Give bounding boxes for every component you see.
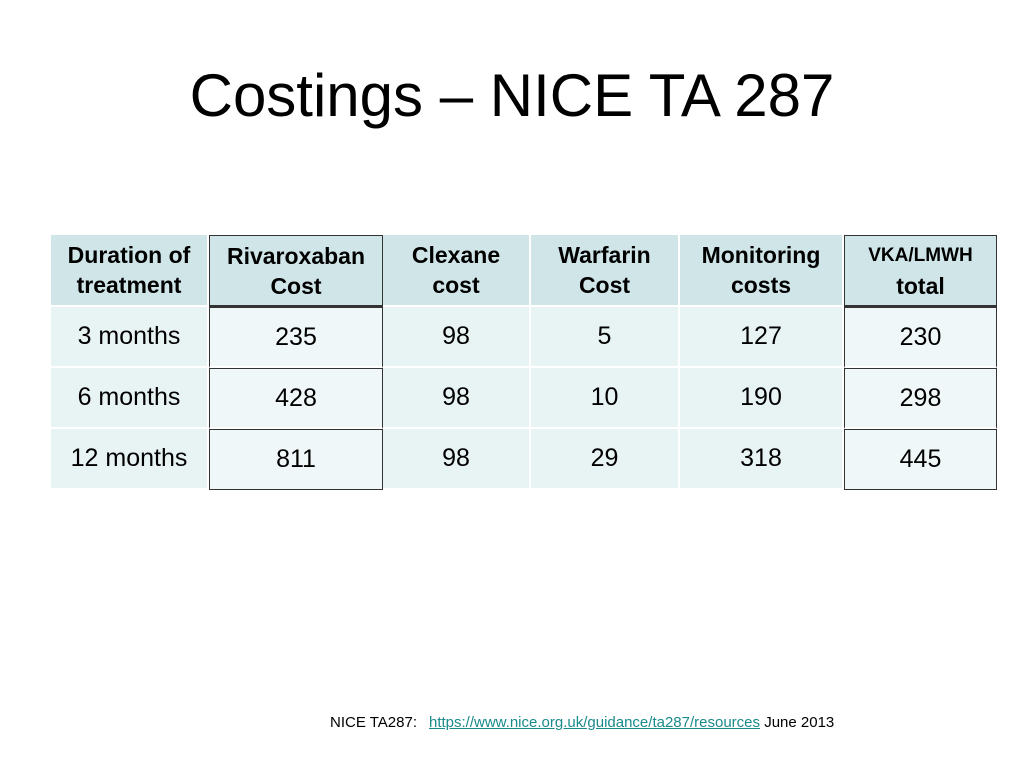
table-row: 12 months 811 98 29 318 445 [51, 429, 997, 490]
cell-monitoring-costs: 127 [680, 307, 844, 368]
header-rivaroxaban-cost: Rivaroxaban Cost [209, 235, 383, 307]
header-vka-lmwh-total: VKA/LMWH total [844, 235, 997, 307]
source-date: June 2013 [764, 714, 835, 731]
header-clexane-line1: Clexane [411, 242, 501, 268]
cell-vka-lmwh-total: 445 [844, 429, 997, 490]
header-warfarin-cost: Warfarin Cost [531, 235, 680, 307]
header-vka-lmwh-line1: VKA/LMWH [868, 244, 973, 266]
header-rivaroxaban-line2: Cost [270, 272, 322, 299]
header-monitoring-costs: Monitoring costs [680, 235, 844, 307]
slide-title: Costings – NICE TA 287 [189, 62, 835, 129]
cell-rivaroxaban-cost: 235 [209, 307, 383, 368]
cell-clexane-cost: 98 [383, 429, 531, 490]
cell-monitoring-costs: 190 [680, 368, 844, 429]
cell-duration: 12 months [51, 429, 209, 490]
header-rivaroxaban-line1: Rivaroxaban [226, 242, 366, 269]
cell-monitoring-costs: 318 [680, 429, 844, 490]
table-row: 3 months 235 98 5 127 230 [51, 307, 997, 368]
costings-table: Duration of treatment Rivaroxaban Cost C… [51, 235, 997, 490]
cell-rivaroxaban-cost: 811 [209, 429, 383, 490]
cell-warfarin-cost: 29 [531, 429, 680, 490]
header-clexane-line2: cost [432, 272, 480, 298]
header-vka-lmwh-line2: total [896, 272, 945, 299]
cell-vka-lmwh-total: 298 [844, 368, 997, 429]
header-clexane-cost: Clexane cost [383, 235, 531, 307]
header-warfarin-line1: Warfarin [558, 242, 651, 268]
header-duration: Duration of treatment [51, 235, 209, 307]
source-footer: NICE TA287: https://www.nice.org.uk/guida… [330, 713, 834, 733]
table-header-row: Duration of treatment Rivaroxaban Cost C… [51, 235, 997, 307]
header-monitoring-line1: Monitoring [701, 242, 821, 268]
cell-clexane-cost: 98 [383, 368, 531, 429]
cell-warfarin-cost: 10 [531, 368, 680, 429]
cell-rivaroxaban-cost: 428 [209, 368, 383, 429]
header-duration-line1: Duration of [67, 242, 191, 268]
cell-duration: 3 months [51, 307, 209, 368]
cell-duration: 6 months [51, 368, 209, 429]
table-row: 6 months 428 98 10 190 298 [51, 368, 997, 429]
cell-clexane-cost: 98 [383, 307, 531, 368]
header-warfarin-line2: Cost [578, 272, 631, 298]
source-label: NICE TA287: [330, 714, 417, 731]
cell-vka-lmwh-total: 230 [844, 307, 997, 368]
source-link[interactable]: https://www.nice.org.uk/guidance/ta287/r… [428, 714, 761, 731]
cell-warfarin-cost: 5 [531, 307, 680, 368]
header-monitoring-line2: costs [730, 272, 792, 298]
header-duration-line2: treatment [76, 272, 182, 298]
